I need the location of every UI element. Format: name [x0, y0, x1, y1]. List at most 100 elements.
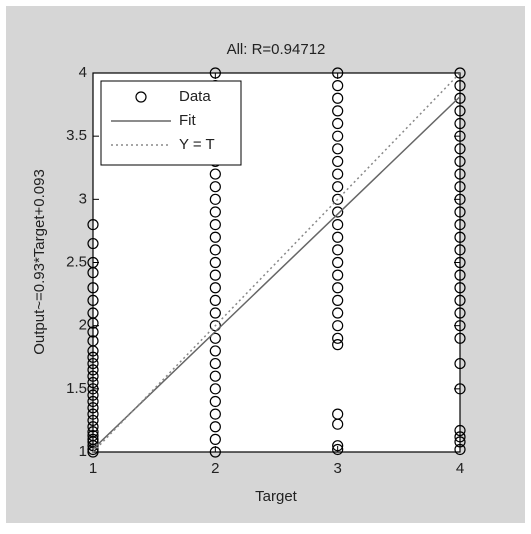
data-point: [87, 395, 99, 408]
data-point: [332, 440, 344, 452]
data-point: [332, 320, 344, 332]
data-point: [454, 436, 466, 448]
data-point: [454, 206, 466, 218]
data-point: [87, 402, 99, 414]
data-point: [454, 256, 466, 269]
data-point: [454, 143, 466, 155]
data-point: [209, 421, 221, 433]
data-point: [87, 256, 99, 269]
data-point: [454, 424, 466, 437]
y-tick-label: 1.5: [66, 380, 87, 397]
data-point: [454, 443, 466, 456]
y-tick-label: 2: [79, 317, 87, 334]
data-point: [209, 294, 221, 306]
data-point: [332, 332, 344, 344]
data-point: [209, 269, 221, 281]
data-point: [87, 219, 99, 231]
data-point: [332, 181, 344, 193]
data-point: [454, 431, 466, 443]
data-point: [87, 237, 99, 250]
data-point: [332, 294, 344, 306]
data-point: [454, 219, 466, 231]
data-point: [209, 357, 221, 370]
data-point: [332, 155, 344, 168]
data-point: [87, 282, 99, 294]
data-point: [332, 269, 344, 281]
data-point: [454, 244, 466, 256]
data-point: [332, 282, 344, 294]
data-point: [332, 67, 344, 79]
data-point: [454, 105, 466, 117]
data-point: [209, 307, 221, 319]
legend-label: Fit: [179, 112, 196, 129]
data-point: [87, 364, 99, 376]
data-point: [332, 206, 344, 218]
data-point: [209, 395, 221, 408]
data-point: [87, 335, 99, 347]
data-point: [209, 168, 221, 180]
data-point: [454, 155, 466, 168]
data-point: [332, 105, 344, 117]
data-point: [454, 193, 466, 205]
data-point: [209, 383, 221, 395]
data-point: [454, 269, 466, 281]
data-point: [332, 92, 344, 104]
data-point: [209, 231, 221, 243]
data-point: [87, 421, 99, 433]
data-point: [87, 326, 99, 338]
data-point: [209, 282, 221, 294]
data-point: [332, 231, 344, 243]
y-tick-label: 3: [79, 190, 87, 207]
data-point: [209, 181, 221, 193]
data-point: [209, 256, 221, 269]
data-point: [454, 80, 466, 92]
y-axis-label: Output~=0.93*Target+0.093: [31, 169, 48, 355]
data-point: [454, 231, 466, 243]
data-point: [87, 351, 99, 363]
data-point: [454, 181, 466, 193]
data-point: [87, 429, 99, 442]
data-point: [454, 130, 466, 142]
data-point: [209, 446, 221, 458]
x-tick-label: 3: [333, 460, 341, 477]
data-point: [332, 143, 344, 155]
data-point: [332, 219, 344, 231]
data-point: [87, 408, 99, 420]
x-tick-label: 4: [456, 460, 464, 477]
data-point: [332, 256, 344, 269]
legend-box: [100, 80, 242, 166]
y-tick-label: 2.5: [66, 253, 87, 270]
legend-label: Y = T: [179, 136, 215, 153]
data-point: [209, 345, 221, 357]
data-point: [454, 168, 466, 180]
x-axis-label: Target: [255, 488, 298, 505]
data-point: [209, 244, 221, 256]
data-point: [209, 408, 221, 420]
data-point: [332, 193, 344, 205]
data-point: [87, 357, 99, 370]
data-point: [454, 320, 466, 332]
data-point: [454, 294, 466, 306]
data-point: [332, 117, 344, 130]
chart-title: All: R=0.94712: [227, 41, 326, 58]
data-point: [209, 206, 221, 218]
data-point: [209, 332, 221, 344]
data-point: [87, 433, 99, 445]
data-point: [454, 307, 466, 319]
data-point: [454, 282, 466, 294]
legend-label: Data: [179, 88, 211, 105]
x-tick-label: 2: [211, 460, 219, 477]
data-point: [209, 193, 221, 205]
data-point: [87, 376, 99, 389]
data-point: [454, 117, 466, 130]
y-tick-label: 4: [79, 64, 87, 81]
data-point: [87, 414, 99, 427]
data-point: [209, 370, 221, 382]
data-point: [209, 219, 221, 231]
data-point: [454, 357, 466, 370]
data-point: [332, 168, 344, 180]
data-point: [332, 307, 344, 319]
data-point: [87, 294, 99, 306]
data-point: [332, 130, 344, 142]
legend-marker: [135, 91, 147, 103]
